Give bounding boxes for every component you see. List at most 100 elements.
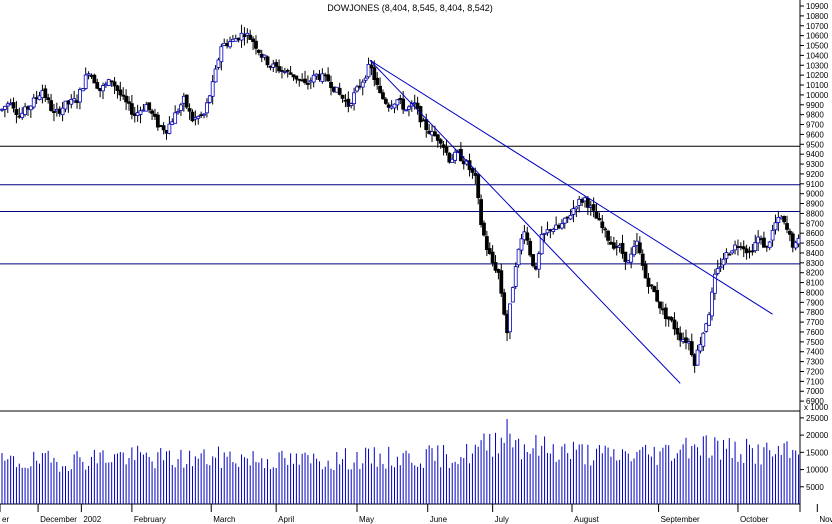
candle-body bbox=[23, 106, 27, 115]
price-tick-label: 10800 bbox=[806, 12, 829, 21]
candle-body bbox=[20, 112, 25, 118]
volume-tick-label: 20000 bbox=[806, 431, 829, 440]
candle-body bbox=[499, 270, 504, 294]
price-tick-label: 8400 bbox=[806, 249, 824, 258]
candle-body bbox=[490, 251, 495, 264]
price-tick-label: 9400 bbox=[806, 150, 824, 159]
candle-body bbox=[28, 105, 33, 111]
candle-body bbox=[712, 273, 717, 294]
candle-body bbox=[652, 286, 657, 293]
candle-body bbox=[484, 236, 489, 251]
price-tick-label: 8500 bbox=[806, 239, 824, 248]
candle-body bbox=[216, 59, 221, 68]
candle-body bbox=[363, 77, 368, 81]
month-label: November bbox=[819, 515, 832, 524]
price-tick-label: 7400 bbox=[806, 348, 824, 357]
candle-body bbox=[355, 86, 359, 92]
price-tick-label: 10400 bbox=[806, 51, 829, 60]
price-tick-label: 7900 bbox=[806, 298, 824, 307]
candle-body bbox=[632, 246, 636, 256]
candle-body bbox=[658, 301, 662, 309]
price-tick-label: 10900 bbox=[806, 2, 829, 11]
candle-body bbox=[340, 94, 345, 99]
candle-body bbox=[707, 314, 711, 326]
price-tick-label: 9500 bbox=[806, 140, 824, 149]
candle-body bbox=[282, 71, 287, 73]
price-tick-label: 9600 bbox=[806, 130, 824, 139]
candle-body bbox=[510, 287, 515, 303]
candle-body bbox=[190, 111, 195, 122]
candle-body bbox=[72, 98, 77, 102]
candle-body bbox=[337, 87, 342, 95]
candle-body bbox=[435, 134, 440, 141]
candle-body bbox=[277, 66, 281, 72]
candle-body bbox=[254, 40, 258, 49]
candle-body bbox=[715, 268, 720, 274]
candle-body bbox=[793, 242, 798, 249]
horizontal-lines-layer bbox=[0, 145, 800, 265]
candle-body bbox=[101, 85, 105, 92]
candle-body bbox=[106, 79, 111, 86]
candle-body bbox=[542, 233, 547, 235]
price-tick-label: 7600 bbox=[806, 328, 824, 337]
candle-body bbox=[528, 240, 533, 256]
price-tick-label: 6900 bbox=[806, 397, 824, 406]
candle-body bbox=[138, 110, 143, 115]
candle-body bbox=[60, 107, 65, 116]
candle-body bbox=[525, 232, 530, 241]
candle-body bbox=[49, 100, 53, 111]
candle-body bbox=[109, 80, 114, 83]
candle-body bbox=[675, 328, 680, 335]
candle-body bbox=[245, 32, 250, 36]
candle-body bbox=[678, 332, 683, 341]
month-label: August bbox=[574, 515, 600, 524]
candle-body bbox=[311, 74, 316, 83]
volume-unit-label: x 1000 bbox=[804, 403, 829, 412]
candle-body bbox=[782, 216, 787, 223]
candle-body bbox=[718, 266, 723, 269]
candle-body bbox=[46, 97, 51, 101]
candle-body bbox=[433, 131, 437, 137]
price-tick-label: 8900 bbox=[806, 200, 824, 209]
candle-body bbox=[265, 56, 270, 66]
candle-body bbox=[11, 102, 16, 109]
price-tick-label: 10100 bbox=[806, 81, 829, 90]
candle-body bbox=[187, 108, 192, 112]
month-label: February bbox=[134, 515, 166, 524]
candle-body bbox=[248, 34, 253, 40]
candle-body bbox=[202, 113, 206, 116]
candle-body bbox=[147, 102, 152, 111]
price-tick-label: 7300 bbox=[806, 358, 824, 367]
candle-body bbox=[179, 104, 183, 111]
candle-body bbox=[381, 92, 385, 100]
candle-body bbox=[753, 242, 758, 252]
candle-body bbox=[173, 112, 178, 124]
price-tick-label: 10200 bbox=[806, 71, 829, 80]
candle-body bbox=[155, 114, 160, 128]
candle-body bbox=[196, 116, 201, 119]
candle-body bbox=[606, 230, 610, 241]
candle-body bbox=[750, 250, 755, 253]
candle-body bbox=[320, 73, 325, 82]
candle-body bbox=[597, 218, 602, 221]
candle-body bbox=[444, 146, 449, 153]
candle-body bbox=[14, 109, 19, 115]
candle-body bbox=[352, 92, 357, 105]
month-label: September bbox=[661, 515, 700, 524]
candle-body bbox=[219, 46, 224, 63]
candle-body bbox=[251, 38, 255, 42]
month-label: May bbox=[359, 515, 374, 524]
volume-tick-label: 10000 bbox=[806, 466, 829, 475]
candle-body bbox=[86, 73, 91, 76]
candle-body bbox=[539, 233, 544, 255]
candle-body bbox=[536, 253, 541, 270]
candle-body bbox=[770, 229, 775, 241]
candle-body bbox=[594, 211, 599, 219]
candle-body bbox=[591, 204, 596, 211]
candle-body bbox=[303, 78, 307, 84]
price-tick-label: 10000 bbox=[806, 91, 829, 100]
candle-body bbox=[663, 307, 668, 320]
month-label: April bbox=[278, 515, 294, 524]
candle-body bbox=[721, 258, 726, 266]
candle-body bbox=[640, 253, 645, 266]
